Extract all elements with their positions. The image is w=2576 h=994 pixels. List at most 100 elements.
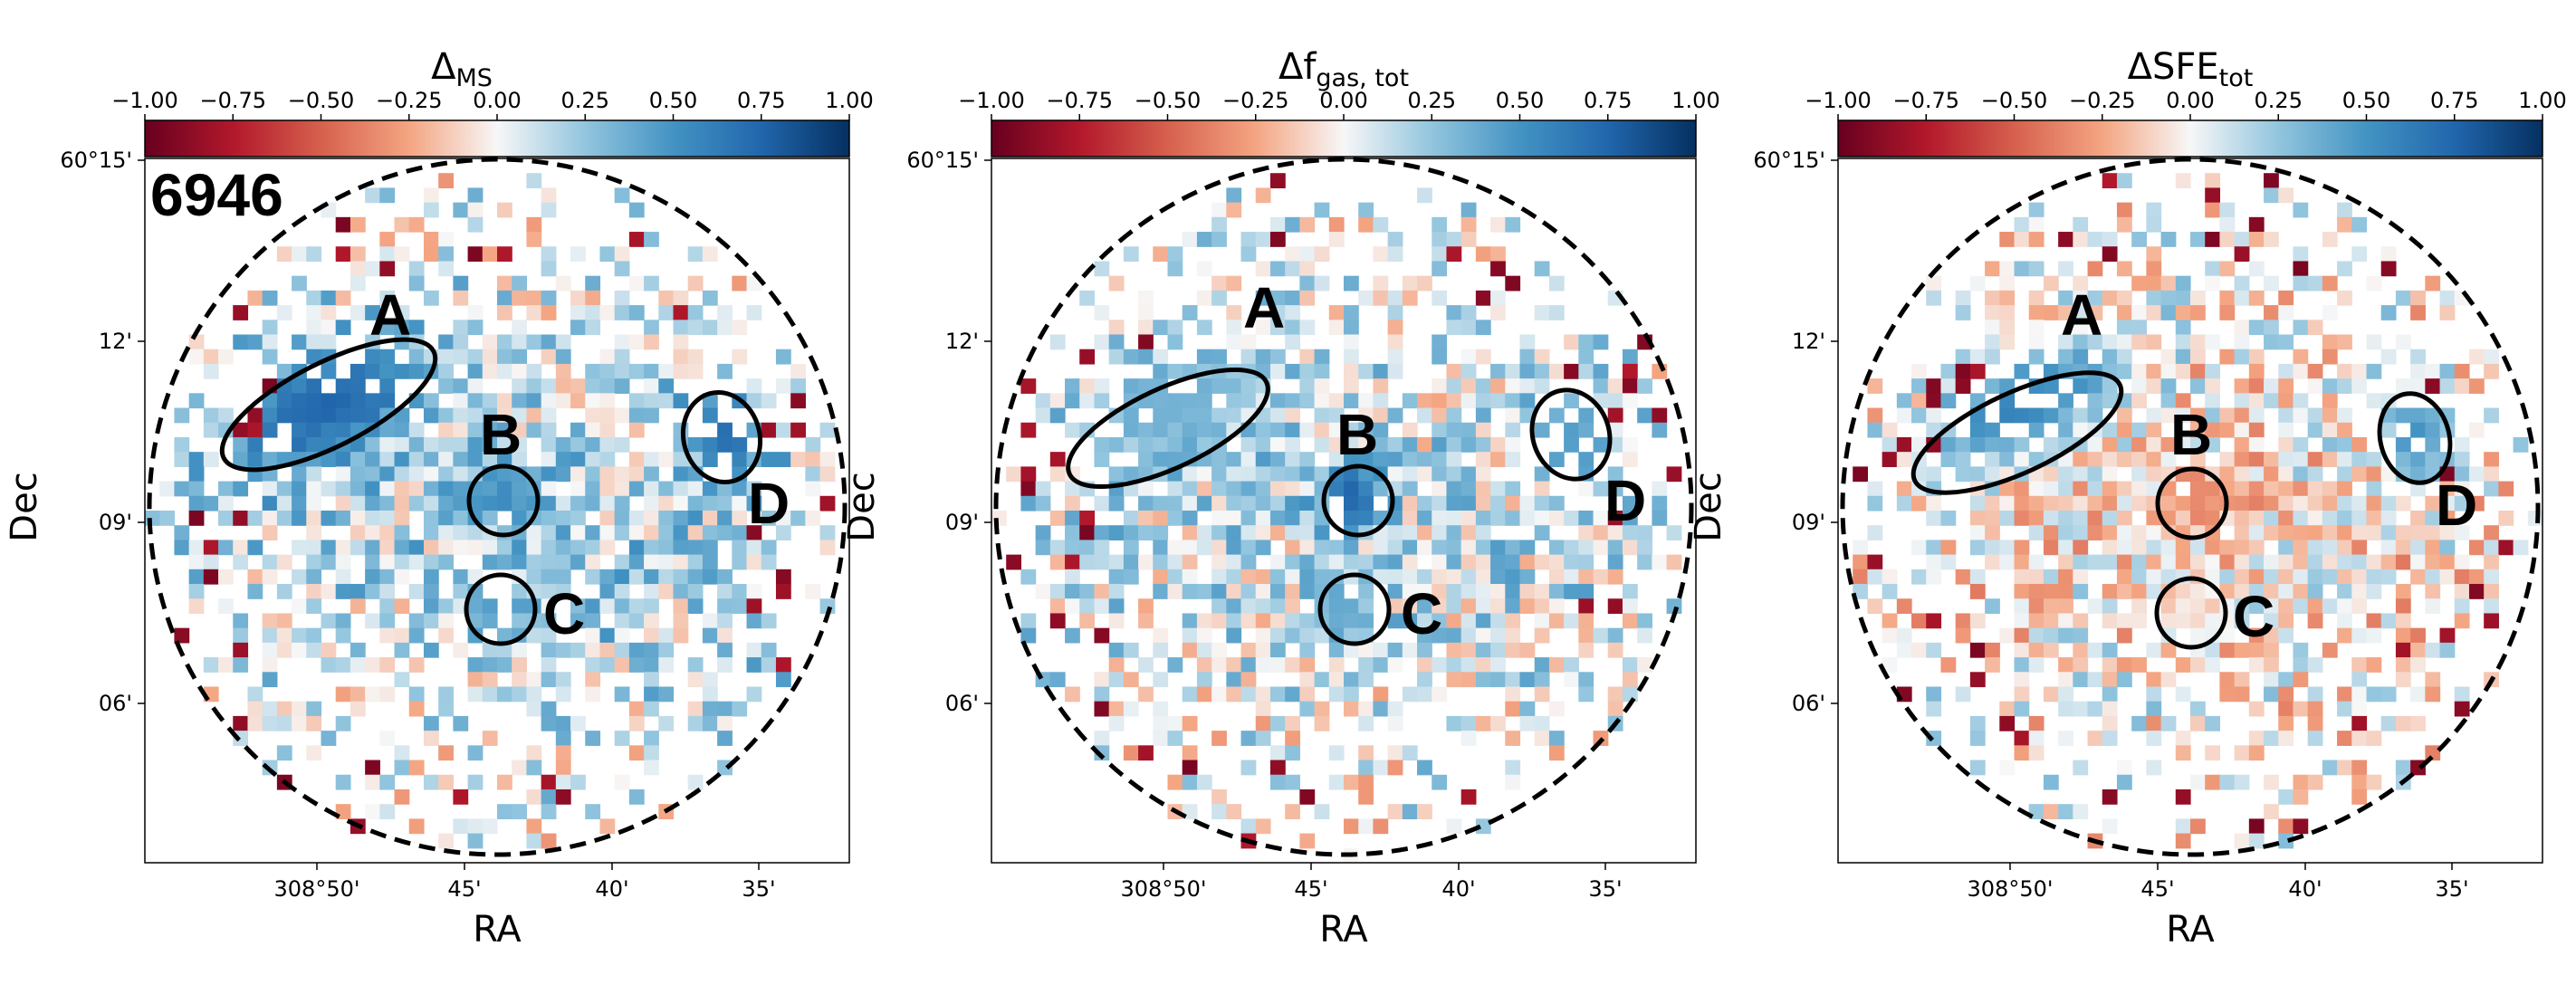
map-pixel (1969, 760, 1986, 776)
map-pixel (306, 525, 322, 541)
map-pixel (1519, 349, 1536, 365)
map-pixel (408, 818, 425, 835)
map-pixel (644, 598, 659, 615)
map-pixel (1285, 627, 1300, 644)
map-pixel (2014, 686, 2030, 702)
map-pixel (1432, 554, 1448, 570)
map-pixel (1548, 495, 1565, 511)
map-pixel (1387, 642, 1403, 658)
map-pixel (1373, 275, 1389, 292)
map-pixel (673, 569, 689, 585)
map-pixel (1344, 422, 1359, 438)
map-pixel (2073, 760, 2089, 776)
map-pixel (570, 715, 586, 731)
map-pixel (2322, 334, 2338, 350)
y-tick-label-3: 06' (1792, 691, 1825, 716)
map-pixel (365, 525, 380, 541)
map-pixel (687, 246, 704, 263)
map-pixel (2205, 481, 2221, 497)
map-pixel (1094, 525, 1110, 541)
map-pixel (1314, 701, 1330, 717)
map-pixel (2087, 598, 2103, 615)
map-pixel (379, 363, 396, 379)
map-pixel (335, 584, 351, 599)
map-pixel (2293, 598, 2309, 615)
map-pixel (658, 495, 675, 511)
map-pixel (2073, 275, 2089, 292)
map-pixel (991, 511, 1007, 526)
map-pixel (1226, 320, 1242, 336)
map-pixel (2307, 569, 2323, 585)
map-pixel (1269, 554, 1286, 570)
map-pixel (1299, 422, 1316, 438)
map-pixel (1167, 495, 1183, 511)
map-pixel (2337, 407, 2352, 424)
map-pixel (233, 436, 249, 453)
y-axis-label: Dec (1688, 472, 1729, 541)
map-pixel (1226, 672, 1242, 688)
map-pixel (1226, 378, 1242, 394)
map-pixel (423, 452, 439, 467)
map-pixel (2366, 554, 2382, 570)
map-pixel (541, 349, 557, 365)
map-pixel (1475, 246, 1491, 263)
map-pixel (1490, 481, 1506, 497)
map-pixel (1196, 466, 1212, 483)
map-pixel (2337, 701, 2352, 717)
map-pixel (2058, 232, 2073, 247)
map-pixel (1999, 290, 2016, 306)
map-pixel (423, 598, 439, 615)
map-pixel (2146, 686, 2162, 702)
map-pixel (1153, 554, 1169, 570)
map-pixel (1006, 466, 1022, 483)
map-pixel (365, 554, 380, 570)
map-pixel (1123, 642, 1139, 658)
map-pixel (1985, 525, 2000, 541)
map-pixel (1167, 774, 1183, 790)
map-pixel (1182, 613, 1198, 629)
map-pixel (1387, 363, 1403, 379)
map-pixel (2102, 818, 2118, 835)
map-pixel (2527, 511, 2543, 526)
map-pixel (2351, 789, 2368, 805)
map-pixel (2468, 584, 2485, 599)
map-pixel (379, 393, 396, 409)
map-pixel (819, 452, 836, 467)
map-pixel (585, 363, 601, 379)
map-pixel (292, 481, 307, 497)
map-pixel (658, 642, 675, 658)
map-pixel (2293, 363, 2309, 379)
map-pixel (2160, 305, 2177, 320)
map-pixel (1328, 305, 1345, 320)
map-pixel (2278, 569, 2294, 585)
map-pixel (1969, 275, 1986, 292)
map-pixel (790, 452, 806, 467)
map-pixel (526, 422, 542, 438)
map-pixel (2337, 452, 2352, 467)
map-pixel (614, 290, 630, 306)
map-pixel (453, 481, 469, 497)
map-pixel (2190, 349, 2206, 365)
map-pixel (1475, 525, 1491, 541)
map-pixel (2439, 569, 2456, 585)
map-pixel (1867, 598, 1883, 615)
map-pixel (2146, 290, 2162, 306)
map-pixel (2043, 378, 2059, 394)
map-pixel (1299, 833, 1316, 849)
map-pixel (541, 774, 557, 790)
map-pixel (335, 246, 351, 263)
map-pixel (2028, 422, 2045, 438)
map-pixel (467, 246, 484, 263)
map-pixel (2351, 436, 2368, 453)
map-pixel (1240, 334, 1257, 350)
map-pixel (379, 378, 396, 394)
map-pixel (1314, 246, 1330, 263)
map-pixel (306, 745, 322, 761)
map-pixel (2351, 701, 2368, 717)
map-pixel (1926, 378, 1942, 394)
map-pixel (599, 584, 616, 599)
map-pixel (761, 642, 777, 658)
map-pixel (2278, 525, 2294, 541)
map-pixel (1344, 613, 1359, 629)
map-pixel (644, 760, 659, 776)
